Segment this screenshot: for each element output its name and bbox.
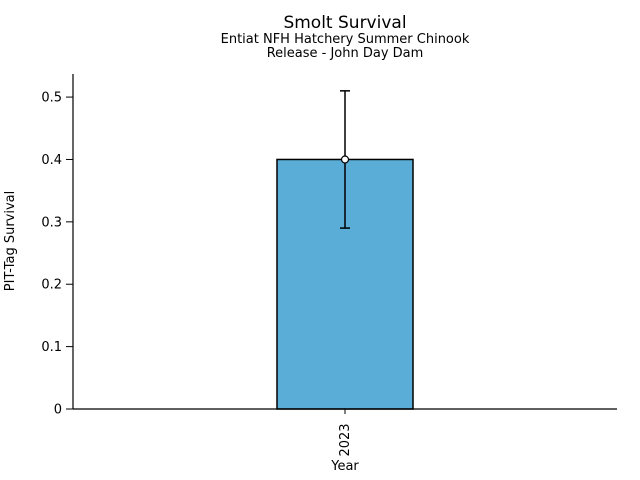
plot-area: 2023 0 0.1 0.2 0.3 0.4 0.5: [41, 74, 617, 457]
y-tick-label: 0.4: [41, 153, 62, 168]
chart-title: Smolt Survival: [283, 13, 406, 33]
y-tick-label: 0.2: [41, 278, 62, 293]
chart-subtitle-line2: Release - John Day Dam: [267, 46, 424, 61]
y-tick-label: 0.5: [41, 91, 62, 106]
y-tick-label: 0.1: [41, 340, 62, 355]
x-tick-label: 2023: [338, 423, 353, 456]
point-marker: [340, 155, 350, 164]
y-tick-label: 0.3: [41, 215, 62, 230]
y-tick-label: 0: [54, 403, 62, 418]
chart-subtitle-line1: Entiat NFH Hatchery Summer Chinook: [221, 32, 470, 47]
x-axis-label: Year: [330, 459, 359, 474]
y-axis-label: PIT-Tag Survival: [3, 191, 18, 291]
